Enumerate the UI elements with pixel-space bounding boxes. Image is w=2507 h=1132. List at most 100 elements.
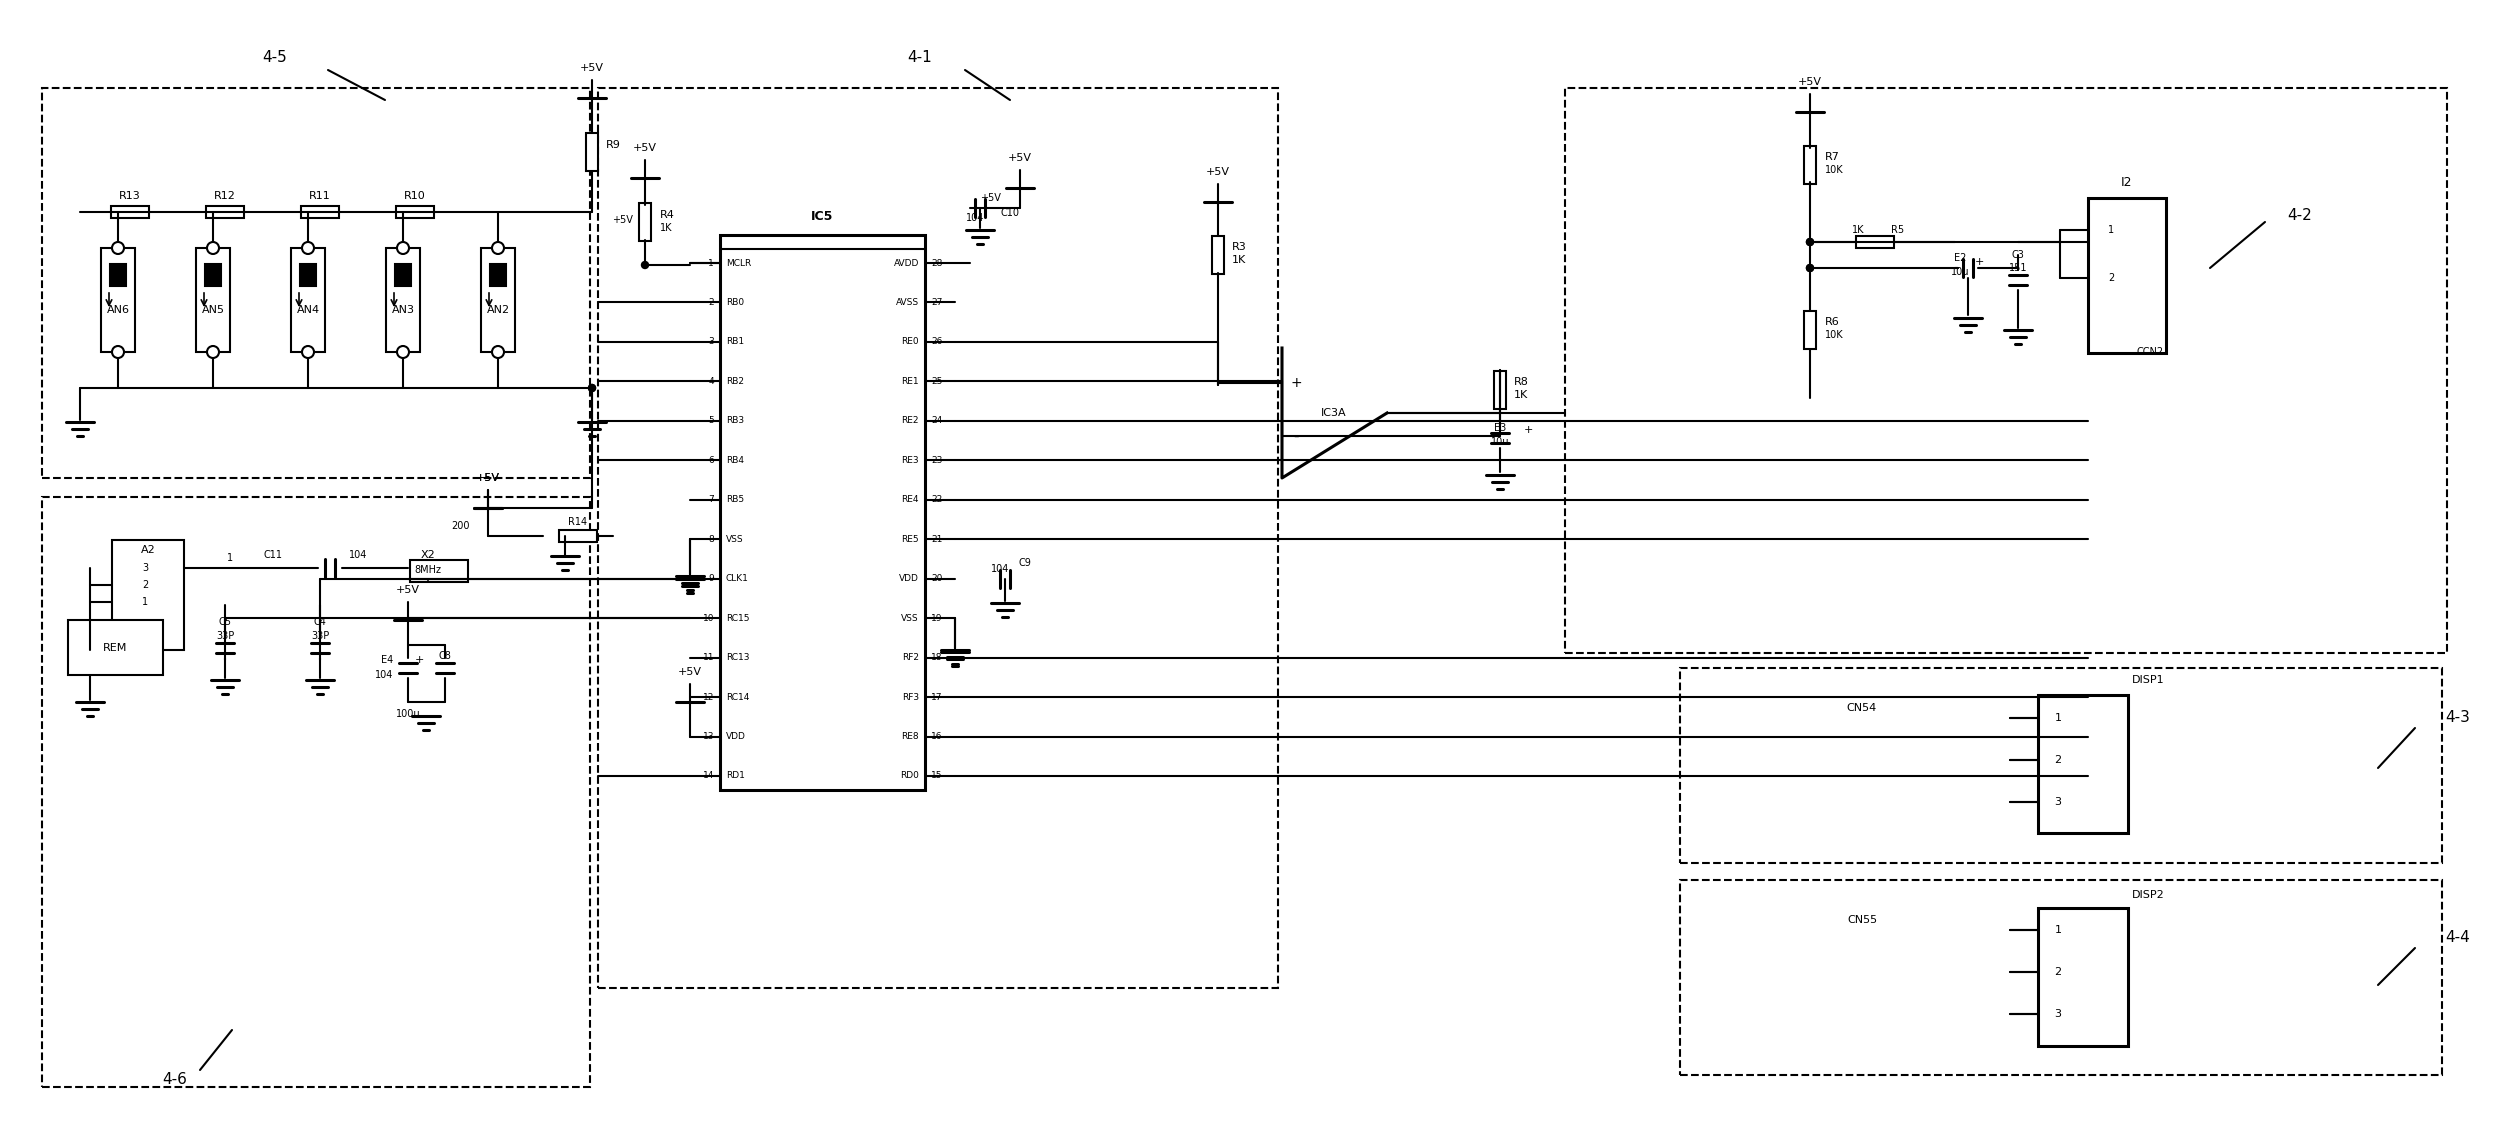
Bar <box>100 248 135 352</box>
Text: 6: 6 <box>709 456 714 465</box>
Bar <box>1680 880 2442 1075</box>
Text: 25: 25 <box>930 377 943 386</box>
Text: +5V: +5V <box>476 473 499 483</box>
Bar <box>113 540 183 650</box>
Text: R7: R7 <box>1825 152 1840 162</box>
Text: VSS: VSS <box>903 614 920 623</box>
Text: 2: 2 <box>143 580 148 590</box>
Text: RE1: RE1 <box>903 377 920 386</box>
Text: RE0: RE0 <box>903 337 920 346</box>
Circle shape <box>208 242 218 254</box>
Text: 10K: 10K <box>1825 165 1843 175</box>
Text: C4: C4 <box>313 617 326 627</box>
Bar <box>68 620 163 675</box>
Bar <box>481 248 514 352</box>
Text: R4: R4 <box>659 211 674 220</box>
Bar <box>639 203 652 241</box>
Text: 1: 1 <box>143 597 148 607</box>
Text: 17: 17 <box>930 693 943 702</box>
Text: 33P: 33P <box>311 631 328 641</box>
Circle shape <box>642 261 649 268</box>
Text: A2: A2 <box>140 544 155 555</box>
Text: C11: C11 <box>263 550 283 560</box>
Text: 11: 11 <box>702 653 714 662</box>
Text: 33P: 33P <box>216 631 233 641</box>
Text: MCLR: MCLR <box>727 258 752 267</box>
Text: 20: 20 <box>930 574 943 583</box>
Text: 26: 26 <box>930 337 943 346</box>
Circle shape <box>491 346 504 358</box>
Text: C3: C3 <box>2011 250 2026 260</box>
Text: 4-5: 4-5 <box>263 51 288 66</box>
Text: 10: 10 <box>702 614 714 623</box>
Text: +5V: +5V <box>579 63 604 72</box>
Text: REM: REM <box>103 643 128 653</box>
Text: 1: 1 <box>2056 713 2061 723</box>
Text: 4-1: 4-1 <box>908 51 933 66</box>
Text: CN54: CN54 <box>1848 703 1878 713</box>
Text: 104: 104 <box>348 550 366 560</box>
Text: RC14: RC14 <box>727 693 750 702</box>
Bar <box>301 264 316 286</box>
Text: E2: E2 <box>1953 252 1965 263</box>
Circle shape <box>589 385 597 392</box>
Text: 2: 2 <box>2053 967 2061 977</box>
Text: R12: R12 <box>213 191 236 201</box>
Text: +5V: +5V <box>677 667 702 677</box>
Circle shape <box>1808 265 1813 272</box>
Text: 2: 2 <box>2108 273 2113 283</box>
Text: DISP2: DISP2 <box>2131 890 2164 900</box>
Text: CN55: CN55 <box>1848 915 1878 925</box>
Text: RE5: RE5 <box>903 534 920 543</box>
Bar <box>1805 146 1815 185</box>
Text: R14: R14 <box>569 517 587 528</box>
Text: RB0: RB0 <box>727 298 745 307</box>
Text: RB1: RB1 <box>727 337 745 346</box>
Text: AN4: AN4 <box>296 305 318 315</box>
Text: E4: E4 <box>381 655 394 664</box>
Bar <box>1211 235 1223 274</box>
Text: 1K: 1K <box>1853 225 1865 235</box>
Text: RB3: RB3 <box>727 417 745 426</box>
Circle shape <box>113 242 123 254</box>
Text: 1: 1 <box>2108 225 2113 235</box>
Text: R3: R3 <box>1231 242 1246 252</box>
Text: X2: X2 <box>421 550 436 560</box>
Circle shape <box>1808 265 1813 272</box>
Text: 19: 19 <box>930 614 943 623</box>
Text: 2: 2 <box>709 298 714 307</box>
Bar <box>2038 908 2128 1046</box>
Text: 200: 200 <box>451 521 469 531</box>
Bar <box>386 248 421 352</box>
Text: AN5: AN5 <box>201 305 226 315</box>
Text: +5V: +5V <box>632 143 657 153</box>
Text: RF2: RF2 <box>903 653 920 662</box>
Text: +5V: +5V <box>612 215 632 225</box>
Text: +5V: +5V <box>476 473 499 483</box>
Text: -: - <box>1294 429 1299 444</box>
Text: 3: 3 <box>2056 797 2061 807</box>
Text: 5: 5 <box>709 417 714 426</box>
Text: RF3: RF3 <box>903 693 920 702</box>
Text: C10: C10 <box>1000 208 1020 218</box>
Text: RE4: RE4 <box>903 496 920 504</box>
Text: 151: 151 <box>2008 263 2028 273</box>
Circle shape <box>301 242 313 254</box>
Text: 14: 14 <box>702 772 714 780</box>
Text: RB4: RB4 <box>727 456 745 465</box>
Text: 1K: 1K <box>659 223 672 233</box>
Text: RC15: RC15 <box>727 614 750 623</box>
Text: VDD: VDD <box>727 732 747 741</box>
Text: R9: R9 <box>607 140 622 151</box>
Text: 1K: 1K <box>1231 255 1246 265</box>
Text: I2: I2 <box>2121 177 2133 189</box>
Text: 1: 1 <box>228 554 233 563</box>
Bar <box>43 497 589 1087</box>
Text: RC13: RC13 <box>727 653 750 662</box>
Bar <box>43 88 589 478</box>
Text: R13: R13 <box>120 191 140 201</box>
Bar <box>489 264 506 286</box>
Text: 8MHz: 8MHz <box>414 565 441 575</box>
Bar <box>206 264 221 286</box>
Text: +5V: +5V <box>1008 153 1033 163</box>
